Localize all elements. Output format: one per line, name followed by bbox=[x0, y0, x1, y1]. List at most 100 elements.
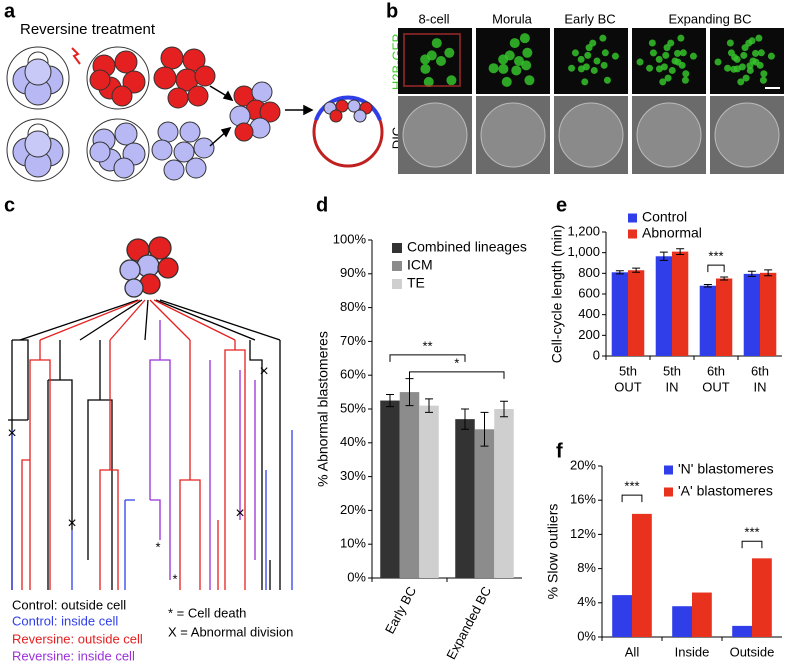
x-tick-label: Early BC bbox=[382, 584, 419, 636]
nucleus bbox=[584, 51, 592, 59]
panel-label: f bbox=[556, 440, 563, 462]
svg-text:×: × bbox=[67, 515, 76, 532]
bar bbox=[692, 592, 712, 637]
x-tick-label: Inside bbox=[675, 644, 710, 659]
svg-text:×: × bbox=[7, 425, 16, 442]
nucleus bbox=[663, 44, 671, 52]
nucleus bbox=[646, 64, 654, 72]
nucleus bbox=[636, 58, 644, 66]
legend-label: ICM bbox=[407, 257, 433, 273]
note-text: X = Abnormal division bbox=[168, 624, 293, 639]
x-tick-label: Outside bbox=[730, 644, 775, 659]
legend-text: Reversine: inside cell bbox=[12, 648, 135, 663]
nucleus bbox=[662, 51, 670, 59]
nucleus bbox=[501, 76, 512, 87]
y-tick-label: 30% bbox=[340, 468, 366, 483]
significance-label: *** bbox=[744, 525, 759, 540]
y-tick-label: 4% bbox=[577, 594, 596, 609]
nucleus bbox=[568, 64, 576, 72]
x-tick-label: IN bbox=[666, 379, 679, 394]
note-text: * = Cell death bbox=[168, 605, 246, 620]
nucleus bbox=[426, 50, 437, 61]
bar bbox=[672, 251, 689, 356]
error-bar bbox=[659, 251, 668, 261]
y-tick-label: 100% bbox=[333, 231, 367, 246]
nucleus bbox=[522, 47, 533, 58]
error-bar bbox=[764, 269, 773, 277]
x-tick-label: OUT bbox=[702, 379, 730, 394]
bar bbox=[752, 558, 772, 637]
significance-bracket bbox=[389, 354, 466, 362]
y-tick-label: 60% bbox=[340, 367, 366, 382]
x-tick-label: OUT bbox=[614, 379, 642, 394]
legend-text: Control: inside cell bbox=[12, 613, 118, 628]
nucleus bbox=[423, 76, 434, 87]
error-bar bbox=[386, 393, 394, 408]
membrane bbox=[403, 33, 461, 87]
nucleus bbox=[660, 63, 668, 71]
y-tick-label: 40% bbox=[340, 434, 366, 449]
legend-swatch bbox=[392, 243, 402, 253]
nucleus bbox=[752, 49, 760, 57]
bar bbox=[494, 409, 514, 578]
nucleus bbox=[444, 47, 455, 58]
significance-bracket bbox=[707, 264, 725, 273]
significance-bracket bbox=[621, 494, 643, 503]
legend-swatch bbox=[664, 465, 673, 475]
column-label: Morula bbox=[492, 11, 533, 26]
nucleus bbox=[599, 34, 607, 42]
y-axis-label: % Slow outliers bbox=[545, 504, 561, 600]
nucleus bbox=[600, 61, 608, 69]
bar bbox=[672, 606, 692, 637]
y-tick-label: 0% bbox=[577, 628, 596, 643]
error-bar bbox=[747, 270, 756, 277]
legend-label: 'N' blastomeres bbox=[678, 461, 774, 477]
embryo bbox=[558, 102, 624, 168]
panel-label: e bbox=[556, 194, 567, 216]
x-tick-label: 5th bbox=[663, 363, 681, 378]
nucleus bbox=[664, 74, 672, 82]
embryo bbox=[714, 102, 780, 168]
nucleus bbox=[585, 44, 593, 52]
y-axis-label: Cell-cycle length (min) bbox=[549, 225, 565, 363]
legend-label: Combined lineages bbox=[407, 239, 527, 255]
error-bar bbox=[676, 248, 685, 256]
error-bar bbox=[632, 267, 641, 273]
y-tick-label: 1,200 bbox=[567, 223, 600, 238]
nucleus bbox=[738, 63, 746, 71]
panel-a-title: Reversine treatment bbox=[20, 21, 156, 38]
error-bar bbox=[720, 276, 729, 281]
micrograph bbox=[632, 28, 706, 94]
y-tick-label: 200 bbox=[578, 327, 600, 342]
column-label: Expanding BC bbox=[668, 11, 751, 26]
y-axis-label: % Abnormal blastomeres bbox=[315, 331, 331, 487]
nucleus bbox=[571, 49, 579, 57]
nucleus bbox=[677, 34, 685, 42]
nucleus bbox=[655, 55, 663, 63]
y-tick-label: 20% bbox=[340, 502, 366, 517]
bar bbox=[760, 272, 777, 356]
panel-a: Reversine treatment bbox=[6, 21, 384, 182]
legend-swatch bbox=[392, 279, 402, 289]
nucleus bbox=[511, 65, 522, 76]
nucleus bbox=[509, 38, 520, 49]
significance-label: ** bbox=[422, 338, 432, 353]
micrograph bbox=[710, 28, 784, 94]
error-bar bbox=[480, 411, 489, 447]
y-tick-label: 50% bbox=[340, 400, 366, 415]
y-tick-label: 10% bbox=[340, 536, 366, 551]
nucleus bbox=[674, 49, 682, 57]
nucleus bbox=[737, 78, 745, 86]
y-tick-label: 600 bbox=[578, 285, 600, 300]
significance-label: *** bbox=[708, 249, 723, 264]
nucleus bbox=[755, 34, 763, 42]
legend-swatch bbox=[628, 229, 637, 239]
y-tick-label: 12% bbox=[570, 526, 596, 541]
nucleus bbox=[746, 62, 754, 70]
embryo bbox=[480, 102, 546, 168]
legend-label: Control bbox=[642, 209, 687, 225]
y-tick-label: 20% bbox=[570, 457, 596, 472]
panel-label: a bbox=[4, 0, 16, 22]
legend-swatch bbox=[664, 487, 673, 497]
